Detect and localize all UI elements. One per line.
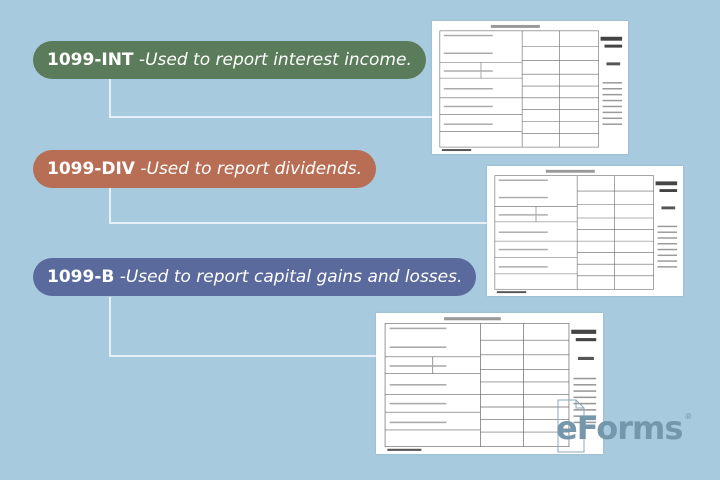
form-1099-int-image — [432, 21, 628, 154]
logo-text: eForms — [556, 409, 683, 447]
tax-form-thumbnail — [384, 317, 597, 451]
connector-line — [109, 297, 378, 357]
tax-form-thumbnail — [439, 24, 623, 152]
tax-form-thumbnail — [494, 169, 678, 294]
connector-line — [109, 79, 434, 118]
form-description: -Used to report interest income. — [133, 50, 412, 70]
connector-line — [109, 188, 489, 224]
pill-1099-int: 1099-INT -Used to report interest income… — [33, 41, 426, 79]
form-1099-div-image — [487, 166, 683, 296]
form-description: -Used to report capital gains and losses… — [114, 267, 463, 287]
form-description: -Used to report dividends. — [134, 159, 363, 179]
pill-1099-b: 1099-B -Used to report capital gains and… — [33, 258, 477, 296]
registered-mark: ® — [684, 412, 693, 421]
form-1099-b-image — [376, 313, 603, 454]
form-code: 1099-DIV — [47, 159, 135, 179]
form-code: 1099-B — [47, 267, 115, 287]
pill-1099-div: 1099-DIV -Used to report dividends. — [33, 150, 377, 188]
form-code: 1099-INT — [47, 50, 134, 70]
document-icon — [557, 399, 585, 453]
eforms-logo: eForms ® — [556, 408, 692, 452]
